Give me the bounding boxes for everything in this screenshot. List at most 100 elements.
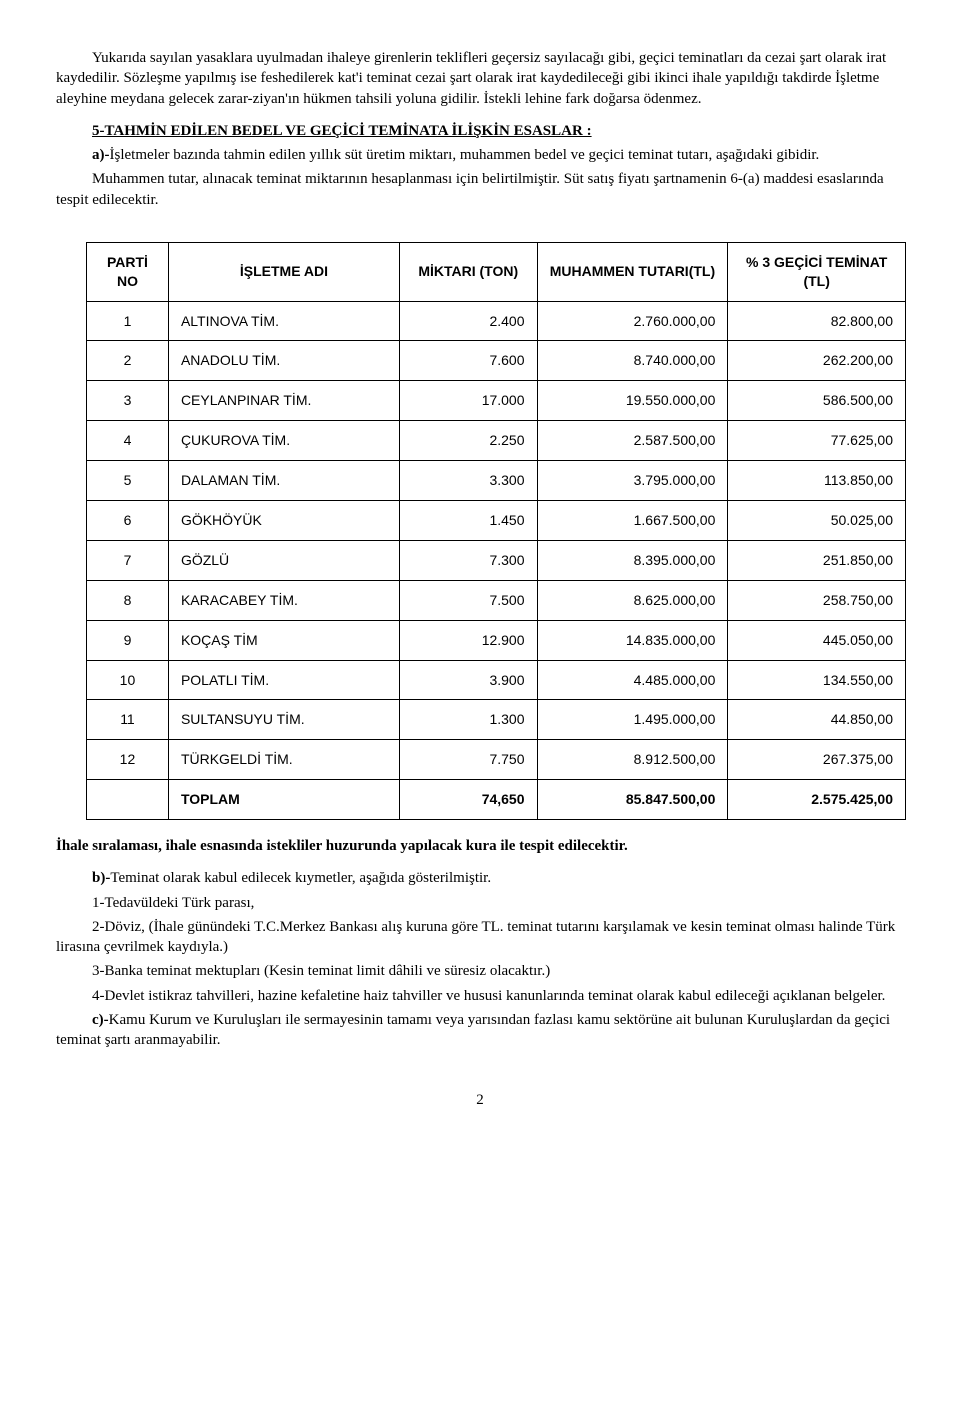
cell-miktari: 3.300 bbox=[400, 461, 538, 501]
intro-paragraph: Yukarıda sayılan yasaklara uyulmadan iha… bbox=[56, 48, 904, 109]
section5-a-bold: a)- bbox=[92, 147, 110, 163]
cell-miktari: 17.000 bbox=[400, 381, 538, 421]
cell-name: POLATLI TİM. bbox=[168, 660, 399, 700]
table-row: 10POLATLI TİM.3.9004.485.000,00134.550,0… bbox=[87, 660, 906, 700]
cell-teminat: 251.850,00 bbox=[728, 540, 906, 580]
table-row: 9KOÇAŞ TİM12.90014.835.000,00445.050,00 bbox=[87, 620, 906, 660]
table-row: 4ÇUKUROVA TİM.2.2502.587.500,0077.625,00 bbox=[87, 421, 906, 461]
cell-teminat: 262.200,00 bbox=[728, 341, 906, 381]
cell-miktari: 2.400 bbox=[400, 301, 538, 341]
th-muhammen: MUHAMMEN TUTARI(TL) bbox=[537, 242, 728, 301]
cell-no: 9 bbox=[87, 620, 169, 660]
cell-total-mik: 74,650 bbox=[400, 780, 538, 820]
cell-total-empty bbox=[87, 780, 169, 820]
table-row: 5DALAMAN TİM.3.3003.795.000,00113.850,00 bbox=[87, 461, 906, 501]
cell-name: DALAMAN TİM. bbox=[168, 461, 399, 501]
teminat-table: PARTİ NO İŞLETME ADI MİKTARI (TON) MUHAM… bbox=[86, 242, 906, 820]
th-isletme-adi: İŞLETME ADI bbox=[168, 242, 399, 301]
cell-miktari: 12.900 bbox=[400, 620, 538, 660]
cell-no: 2 bbox=[87, 341, 169, 381]
table-row: 3CEYLANPINAR TİM.17.00019.550.000,00586.… bbox=[87, 381, 906, 421]
table-row: 7GÖZLÜ7.3008.395.000,00251.850,00 bbox=[87, 540, 906, 580]
b-line: b)-Teminat olarak kabul edilecek kıymetl… bbox=[56, 868, 904, 888]
cell-muhammen: 1.667.500,00 bbox=[537, 500, 728, 540]
cell-muhammen: 2.760.000,00 bbox=[537, 301, 728, 341]
cell-muhammen: 19.550.000,00 bbox=[537, 381, 728, 421]
list-4: 4-Devlet istikraz tahvilleri, hazine kef… bbox=[56, 986, 904, 1006]
table-row: 2ANADOLU TİM.7.6008.740.000,00262.200,00 bbox=[87, 341, 906, 381]
cell-name: SULTANSUYU TİM. bbox=[168, 700, 399, 740]
cell-teminat: 134.550,00 bbox=[728, 660, 906, 700]
cell-muhammen: 2.587.500,00 bbox=[537, 421, 728, 461]
cell-teminat: 50.025,00 bbox=[728, 500, 906, 540]
cell-miktari: 3.900 bbox=[400, 660, 538, 700]
c-text: Kamu Kurum ve Kuruluşları ile sermayesin… bbox=[56, 1012, 890, 1048]
list-1: 1-Tedavüldeki Türk parası, bbox=[56, 893, 904, 913]
c-line: c)-Kamu Kurum ve Kuruluşları ile sermaye… bbox=[56, 1010, 904, 1051]
table-row: 6GÖKHÖYÜK1.4501.667.500,0050.025,00 bbox=[87, 500, 906, 540]
cell-miktari: 7.500 bbox=[400, 580, 538, 620]
cell-no: 4 bbox=[87, 421, 169, 461]
table-row: 1ALTINOVA TİM.2.4002.760.000,0082.800,00 bbox=[87, 301, 906, 341]
cell-total-label: TOPLAM bbox=[168, 780, 399, 820]
th-parti-no: PARTİ NO bbox=[87, 242, 169, 301]
cell-teminat: 82.800,00 bbox=[728, 301, 906, 341]
cell-name: ANADOLU TİM. bbox=[168, 341, 399, 381]
table-row: 11SULTANSUYU TİM.1.3001.495.000,0044.850… bbox=[87, 700, 906, 740]
section5-p2: Muhammen tutar, alınacak teminat miktarı… bbox=[56, 169, 904, 210]
cell-muhammen: 8.395.000,00 bbox=[537, 540, 728, 580]
page-number: 2 bbox=[56, 1090, 904, 1110]
cell-name: GÖKHÖYÜK bbox=[168, 500, 399, 540]
cell-no: 7 bbox=[87, 540, 169, 580]
cell-teminat: 586.500,00 bbox=[728, 381, 906, 421]
cell-muhammen: 14.835.000,00 bbox=[537, 620, 728, 660]
b-bold: b)- bbox=[92, 870, 110, 886]
cell-no: 8 bbox=[87, 580, 169, 620]
section5-heading-line: 5-TAHMİN EDİLEN BEDEL VE GEÇİCİ TEMİNATA… bbox=[56, 121, 904, 141]
b-text: Teminat olarak kabul edilecek kıymetler,… bbox=[110, 870, 491, 886]
cell-name: CEYLANPINAR TİM. bbox=[168, 381, 399, 421]
cell-no: 10 bbox=[87, 660, 169, 700]
cell-teminat: 44.850,00 bbox=[728, 700, 906, 740]
table-header-row: PARTİ NO İŞLETME ADI MİKTARI (TON) MUHAM… bbox=[87, 242, 906, 301]
cell-name: KARACABEY TİM. bbox=[168, 580, 399, 620]
cell-name: GÖZLÜ bbox=[168, 540, 399, 580]
cell-name: TÜRKGELDİ TİM. bbox=[168, 740, 399, 780]
cell-miktari: 1.300 bbox=[400, 700, 538, 740]
cell-no: 5 bbox=[87, 461, 169, 501]
cell-teminat: 258.750,00 bbox=[728, 580, 906, 620]
kura-line: İhale sıralaması, ihale esnasında istekl… bbox=[56, 836, 904, 856]
cell-name: ÇUKUROVA TİM. bbox=[168, 421, 399, 461]
cell-total-muh: 85.847.500,00 bbox=[537, 780, 728, 820]
cell-muhammen: 8.740.000,00 bbox=[537, 341, 728, 381]
cell-muhammen: 3.795.000,00 bbox=[537, 461, 728, 501]
table-row: 8KARACABEY TİM.7.5008.625.000,00258.750,… bbox=[87, 580, 906, 620]
cell-miktari: 7.750 bbox=[400, 740, 538, 780]
table-total-row: TOPLAM74,65085.847.500,002.575.425,00 bbox=[87, 780, 906, 820]
cell-no: 12 bbox=[87, 740, 169, 780]
table-row: 12TÜRKGELDİ TİM.7.7508.912.500,00267.375… bbox=[87, 740, 906, 780]
cell-no: 11 bbox=[87, 700, 169, 740]
cell-teminat: 113.850,00 bbox=[728, 461, 906, 501]
list-3: 3-Banka teminat mektupları (Kesin temina… bbox=[56, 961, 904, 981]
section5-a-text: İşletmeler bazında tahmin edilen yıllık … bbox=[110, 147, 820, 163]
c-bold: c)- bbox=[92, 1012, 109, 1028]
cell-miktari: 1.450 bbox=[400, 500, 538, 540]
cell-miktari: 7.600 bbox=[400, 341, 538, 381]
cell-name: KOÇAŞ TİM bbox=[168, 620, 399, 660]
section5-a: a)-İşletmeler bazında tahmin edilen yıll… bbox=[56, 145, 904, 165]
cell-no: 1 bbox=[87, 301, 169, 341]
cell-total-tem: 2.575.425,00 bbox=[728, 780, 906, 820]
list-2: 2-Döviz, (İhale günündeki T.C.Merkez Ban… bbox=[56, 917, 904, 958]
cell-muhammen: 1.495.000,00 bbox=[537, 700, 728, 740]
cell-muhammen: 8.912.500,00 bbox=[537, 740, 728, 780]
cell-no: 3 bbox=[87, 381, 169, 421]
cell-teminat: 77.625,00 bbox=[728, 421, 906, 461]
cell-miktari: 7.300 bbox=[400, 540, 538, 580]
th-teminat: % 3 GEÇİCİ TEMİNAT (TL) bbox=[728, 242, 906, 301]
section5-title: 5-TAHMİN EDİLEN BEDEL VE GEÇİCİ TEMİNATA… bbox=[92, 123, 592, 139]
cell-no: 6 bbox=[87, 500, 169, 540]
cell-teminat: 267.375,00 bbox=[728, 740, 906, 780]
th-miktari: MİKTARI (TON) bbox=[400, 242, 538, 301]
cell-miktari: 2.250 bbox=[400, 421, 538, 461]
